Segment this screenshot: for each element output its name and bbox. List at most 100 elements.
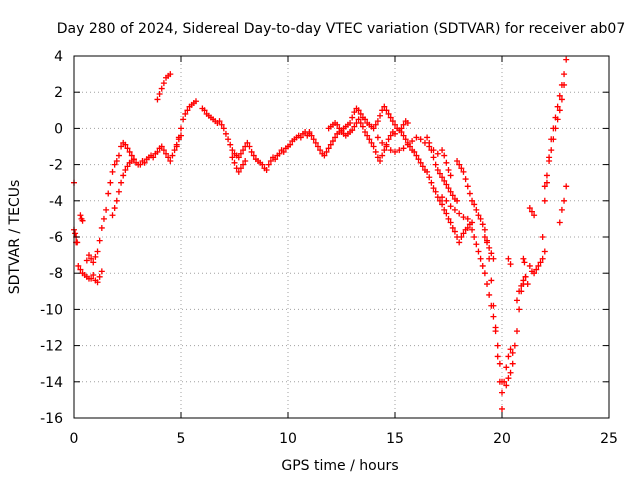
data-series xyxy=(556,183,570,226)
data-point xyxy=(484,239,491,246)
data-point xyxy=(100,215,107,222)
data-point xyxy=(413,152,420,159)
y-tick-label: 4 xyxy=(54,49,63,65)
data-point xyxy=(368,139,375,146)
data-point xyxy=(426,139,433,146)
data-point xyxy=(332,134,339,141)
data-point xyxy=(449,224,456,231)
data-point xyxy=(321,152,328,159)
data-point xyxy=(494,353,501,360)
data-point xyxy=(443,181,450,188)
data-point xyxy=(460,168,467,175)
data-point xyxy=(546,157,553,164)
data-point xyxy=(439,194,446,201)
data-point xyxy=(118,143,125,150)
data-point xyxy=(524,281,531,288)
data-point xyxy=(513,328,520,335)
data-point xyxy=(387,147,394,154)
data-point xyxy=(417,136,424,143)
data-series xyxy=(199,105,313,174)
data-point xyxy=(218,121,225,128)
data-point xyxy=(244,139,251,146)
data-point xyxy=(556,92,563,99)
data-point xyxy=(160,147,167,154)
data-point xyxy=(374,134,381,141)
data-point xyxy=(541,183,548,190)
data-point xyxy=(317,147,324,154)
data-point xyxy=(94,248,101,255)
data-point xyxy=(124,145,131,152)
data-point xyxy=(267,157,274,164)
data-series xyxy=(83,132,184,266)
data-point xyxy=(383,107,390,114)
data-point xyxy=(79,217,86,224)
data-point xyxy=(441,206,448,213)
data-series xyxy=(499,273,531,396)
data-point xyxy=(475,248,482,255)
data-point xyxy=(563,56,570,63)
data-series xyxy=(71,179,81,246)
data-point xyxy=(297,134,304,141)
x-tick-label: 20 xyxy=(493,431,511,447)
data-point xyxy=(173,143,180,150)
data-series xyxy=(526,205,538,219)
data-point xyxy=(178,125,184,132)
data-point xyxy=(481,270,488,277)
data-point xyxy=(486,244,493,251)
data-point xyxy=(402,136,409,143)
data-series xyxy=(77,212,86,224)
data-point xyxy=(518,282,525,289)
data-point xyxy=(443,197,450,204)
data-series xyxy=(325,116,398,164)
y-tick-label: -10 xyxy=(40,302,63,318)
data-point xyxy=(362,129,369,136)
data-point xyxy=(396,147,403,154)
data-point xyxy=(471,201,478,208)
data-point xyxy=(75,262,82,269)
data-point xyxy=(366,136,373,143)
data-point xyxy=(90,272,97,279)
data-point xyxy=(389,118,396,125)
data-point xyxy=(441,152,448,159)
data-point xyxy=(539,255,546,262)
data-point xyxy=(163,150,170,157)
data-point xyxy=(445,185,452,192)
data-point xyxy=(509,360,516,367)
data-point xyxy=(496,360,503,367)
data-point xyxy=(537,259,544,266)
data-point xyxy=(329,138,336,145)
data-point xyxy=(235,154,242,161)
data-series xyxy=(526,248,548,277)
data-point xyxy=(469,226,476,233)
x-axis-label: GPS time / hours xyxy=(281,458,398,474)
y-tick-label: -4 xyxy=(49,194,63,210)
data-point xyxy=(115,188,122,195)
data-point xyxy=(490,302,497,309)
data-point xyxy=(434,150,441,157)
data-point xyxy=(488,277,495,284)
data-point xyxy=(406,143,413,150)
data-point xyxy=(385,110,392,117)
data-point xyxy=(379,139,386,146)
data-point xyxy=(392,121,398,128)
data-point xyxy=(90,259,97,266)
data-point xyxy=(520,277,527,284)
data-point xyxy=(411,148,418,155)
data-point xyxy=(355,107,362,114)
data-point xyxy=(456,239,463,246)
data-point xyxy=(460,214,467,221)
data-point xyxy=(424,134,431,141)
data-point xyxy=(306,129,313,136)
data-point xyxy=(184,107,191,114)
data-point xyxy=(113,157,120,164)
data-point xyxy=(454,197,461,204)
data-point xyxy=(229,154,236,161)
data-point xyxy=(520,255,527,262)
data-point xyxy=(458,234,465,240)
data-point xyxy=(499,405,505,412)
data-point xyxy=(447,203,454,210)
chart-title: Day 280 of 2024, Sidereal Day-to-day VTE… xyxy=(57,21,626,37)
x-tick-label: 15 xyxy=(386,431,404,447)
data-point xyxy=(539,234,546,240)
